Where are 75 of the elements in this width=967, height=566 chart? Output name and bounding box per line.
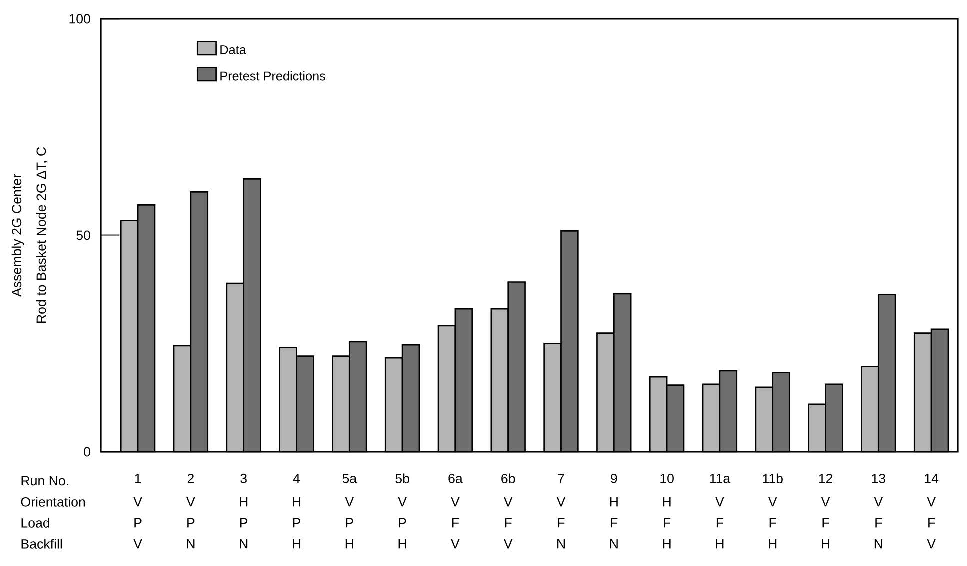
text: F bbox=[558, 518, 565, 528]
text: N bbox=[558, 539, 565, 549]
y-axis-title: Rod to Basket Node 2G ΔT, C bbox=[36, 147, 48, 323]
text: N bbox=[187, 539, 195, 549]
text: Backfill bbox=[22, 539, 62, 549]
x-tick-label: 13 bbox=[872, 474, 886, 484]
legend-label: Pretest Predictions bbox=[220, 71, 326, 81]
text: H bbox=[716, 539, 724, 549]
text: H bbox=[240, 497, 248, 507]
text: V bbox=[556, 497, 566, 507]
text: F bbox=[716, 518, 724, 528]
x-tick-label: 5b bbox=[396, 474, 410, 484]
text: N bbox=[874, 539, 882, 549]
text: F bbox=[664, 518, 671, 528]
text: H bbox=[293, 497, 300, 507]
text: F bbox=[611, 518, 618, 528]
text: V bbox=[186, 497, 196, 507]
text: V bbox=[821, 497, 830, 507]
text: H bbox=[293, 539, 300, 549]
text: P bbox=[346, 518, 354, 528]
text: N bbox=[240, 539, 248, 549]
x-tick-label: 4 bbox=[293, 474, 300, 484]
text: Orientation bbox=[21, 497, 86, 507]
text: H bbox=[663, 539, 671, 549]
x-tick-label: 5a bbox=[342, 474, 358, 484]
text: F bbox=[822, 518, 830, 528]
text: H bbox=[398, 539, 406, 549]
text: V bbox=[134, 497, 142, 507]
text: F bbox=[928, 518, 936, 528]
text: N bbox=[610, 539, 618, 549]
text: H bbox=[822, 539, 830, 549]
text: V bbox=[927, 497, 936, 507]
text: F bbox=[876, 518, 882, 528]
text: V bbox=[768, 497, 778, 507]
legend-label: Data bbox=[220, 46, 246, 54]
text: F bbox=[770, 518, 776, 528]
x-tick-label: 12 bbox=[819, 474, 832, 484]
x-axis-title: Run No. bbox=[22, 476, 68, 486]
text: V bbox=[716, 497, 724, 507]
text: V bbox=[504, 539, 513, 549]
x-tick-label: 14 bbox=[925, 474, 939, 484]
text: H bbox=[663, 497, 671, 507]
text: P bbox=[399, 518, 406, 528]
text: V bbox=[345, 497, 354, 507]
x-tick-label: 10 bbox=[660, 474, 674, 484]
text: H bbox=[769, 539, 777, 549]
text: V bbox=[451, 539, 460, 549]
text: F bbox=[452, 518, 459, 528]
x-tick-label: 9 bbox=[611, 474, 618, 484]
text: Load bbox=[22, 518, 50, 528]
text: V bbox=[398, 497, 407, 507]
x-tick-label: 6b bbox=[502, 474, 516, 484]
text: P bbox=[188, 518, 195, 528]
text: P bbox=[293, 518, 300, 528]
x-tick-label: 7 bbox=[558, 474, 564, 484]
text: P bbox=[134, 518, 142, 528]
x-tick-label: 3 bbox=[240, 474, 247, 484]
x-tick-label: 11a bbox=[710, 474, 731, 484]
text: V bbox=[134, 539, 142, 549]
text: F bbox=[505, 518, 512, 528]
x-tick-label: 2 bbox=[188, 474, 194, 484]
text: V bbox=[874, 497, 884, 507]
text: H bbox=[610, 497, 618, 507]
y-tick-label: 50 bbox=[76, 230, 90, 240]
x-tick-label: 11b bbox=[763, 474, 783, 484]
text: V bbox=[927, 539, 936, 549]
y-tick-label: 0 bbox=[84, 447, 90, 457]
text: V bbox=[504, 497, 513, 507]
x-tick-label: 6a bbox=[448, 474, 463, 484]
text: P bbox=[240, 518, 248, 528]
y-tick-label: 100 bbox=[70, 14, 90, 24]
x-tick-label: 1 bbox=[135, 474, 142, 484]
text: V bbox=[451, 497, 460, 507]
text: H bbox=[346, 539, 354, 549]
text: Assembly 2G Center bbox=[12, 174, 24, 297]
